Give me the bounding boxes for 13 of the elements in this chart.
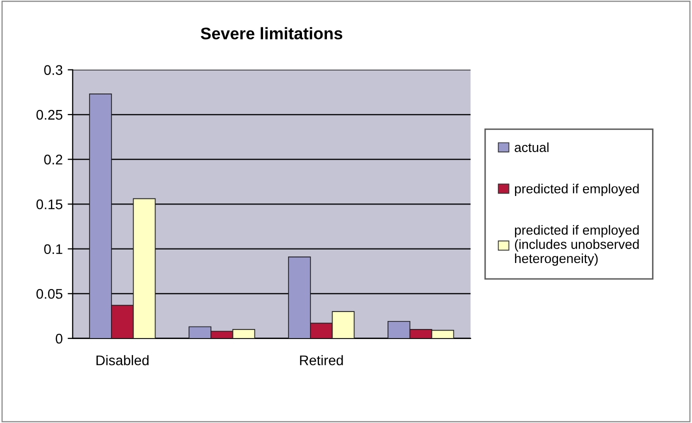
y-tick-label: 0.25: [36, 110, 62, 120]
y-tick-label: 0.3: [44, 65, 62, 75]
y-tick-label: 0.1: [44, 244, 62, 254]
chart-title: Severe limitations: [200, 27, 342, 40]
legend-label: predicted if employed (includes unobserved heterogeneity): [514, 225, 639, 266]
legend-label: actual: [514, 142, 548, 152]
x-tick-label: Retired: [300, 355, 343, 366]
y-tick-label: 0.2: [44, 154, 62, 164]
legend-label: predicted if employed: [514, 184, 639, 196]
y-tick-label: 0.05: [36, 288, 62, 299]
y-tick-label: 0.15: [36, 199, 62, 210]
x-tick-label: Disabled: [96, 355, 149, 366]
y-tick-label: 0: [56, 334, 62, 344]
